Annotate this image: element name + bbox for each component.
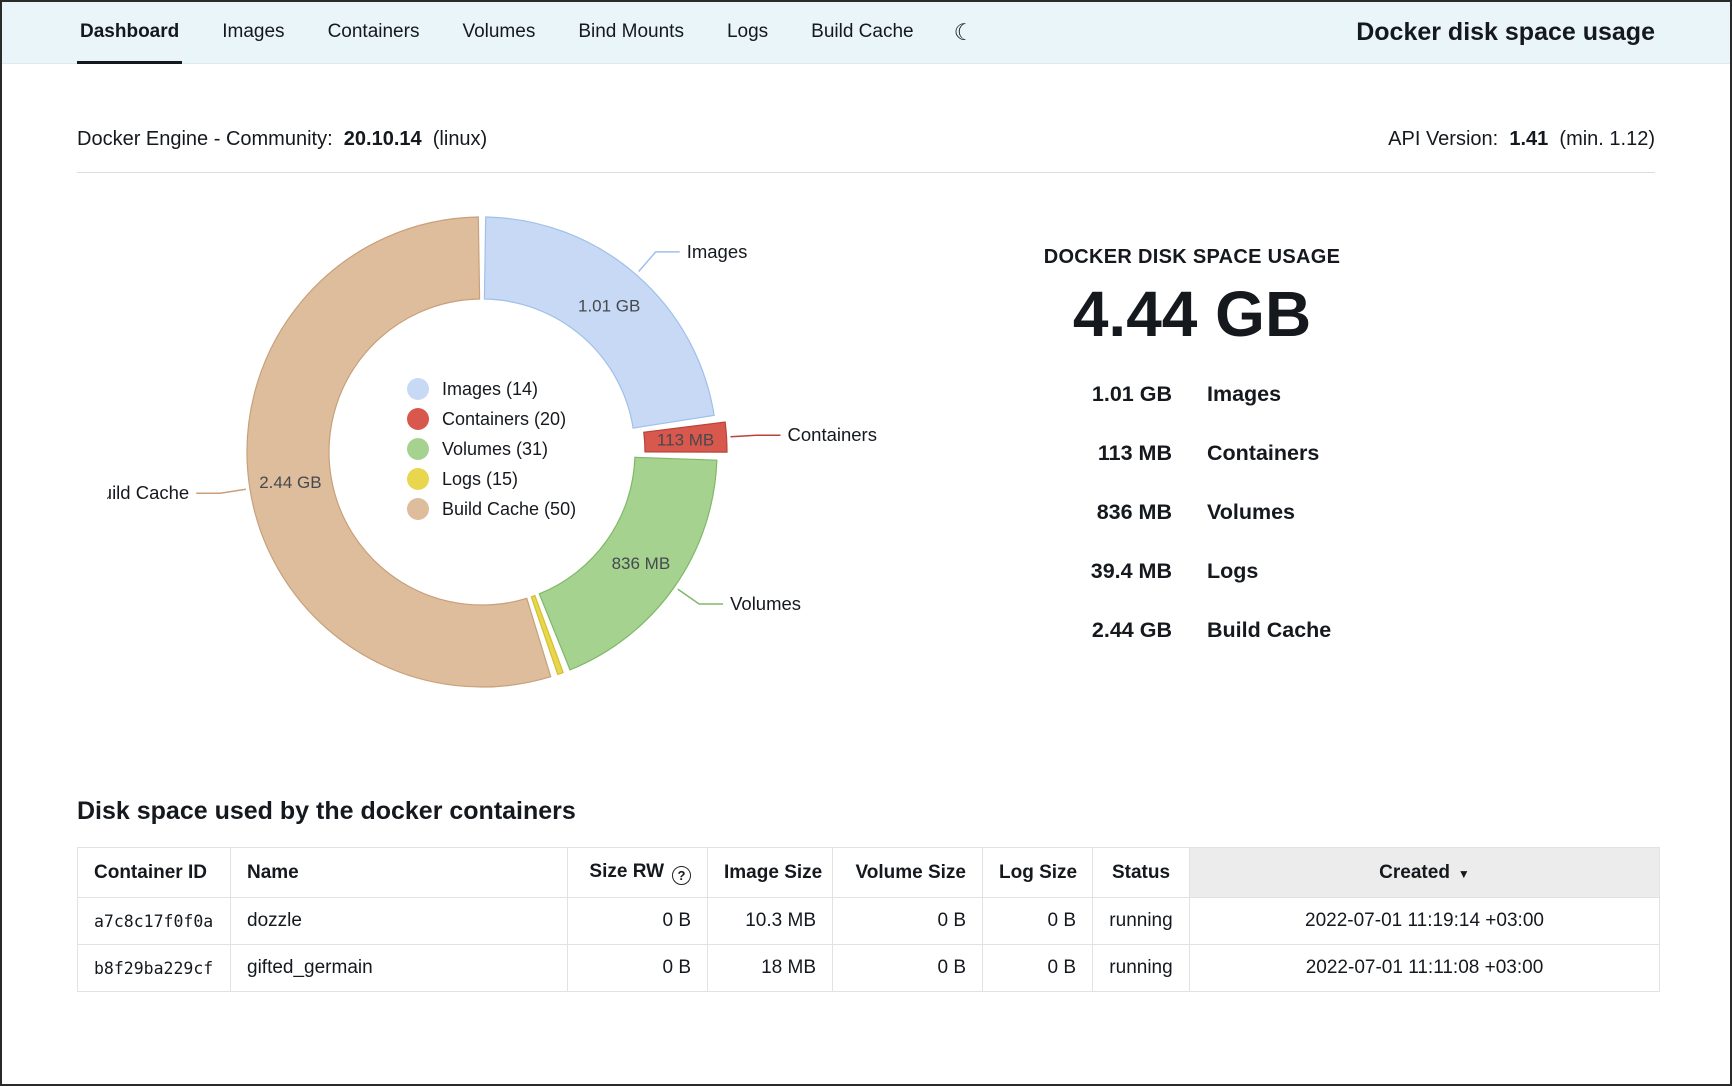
app-title: Docker disk space usage <box>1356 2 1655 63</box>
summary-size: 113 MB <box>962 441 1172 466</box>
engine-version-text: Docker Engine - Community: 20.10.14 (lin… <box>77 128 487 151</box>
callout-label-images: Images <box>687 241 748 262</box>
tab-containers[interactable]: Containers <box>325 2 423 64</box>
cell-status: running <box>1093 898 1190 945</box>
legend-item-volumes[interactable]: Volumes (31) <box>407 438 576 460</box>
cell-image_size: 18 MB <box>708 945 833 992</box>
callout-line-containers <box>731 435 781 437</box>
callout-label-containers: Containers <box>788 424 877 445</box>
legend-dot-volumes <box>407 438 429 460</box>
segment-size-label-images: 1.01 GB <box>578 297 640 316</box>
summary-label: Containers <box>1207 441 1319 466</box>
cell-volume_size: 0 B <box>833 945 983 992</box>
api-version-value: 1.41 <box>1509 128 1548 150</box>
dark-mode-moon-icon[interactable]: ☾ <box>954 19 975 46</box>
legend-item-build-cache[interactable]: Build Cache (50) <box>407 498 576 520</box>
cell-name: dozzle <box>231 898 568 945</box>
tab-build-cache[interactable]: Build Cache <box>808 2 916 64</box>
summary-size: 2.44 GB <box>962 618 1172 643</box>
cell-volume_size: 0 B <box>833 898 983 945</box>
summary-label: Volumes <box>1207 500 1295 525</box>
tab-dashboard[interactable]: Dashboard <box>77 2 182 64</box>
legend-text: Build Cache (50) <box>442 499 576 520</box>
column-header-name[interactable]: Name <box>231 848 568 898</box>
containers-table: Container IDNameSize RW?Image SizeVolume… <box>77 847 1660 992</box>
cell-log_size: 0 B <box>983 898 1093 945</box>
tab-logs[interactable]: Logs <box>724 2 771 64</box>
summary-size: 1.01 GB <box>962 382 1172 407</box>
legend-item-containers[interactable]: Containers (20) <box>407 408 576 430</box>
table-header-row: Container IDNameSize RW?Image SizeVolume… <box>78 848 1660 898</box>
tab-images[interactable]: Images <box>219 2 287 64</box>
callout-label-build-cache: Build Cache <box>107 482 189 503</box>
column-header-log-size[interactable]: Log Size <box>983 848 1093 898</box>
api-version-text: API Version: 1.41 (min. 1.12) <box>1388 128 1655 151</box>
summary-rows: 1.01 GB Images 113 MB Containers 836 MB Volum… <box>962 365 1422 660</box>
cell-log_size: 0 B <box>983 945 1093 992</box>
table-section-title: Disk space used by the docker containers <box>77 797 576 826</box>
usage-summary-panel: DOCKER DISK SPACE USAGE 4.44 GB 1.01 GB I… <box>962 246 1422 660</box>
legend-item-logs[interactable]: Logs (15) <box>407 468 576 490</box>
summary-size: 39.4 MB <box>962 559 1172 584</box>
sort-desc-icon[interactable]: ▼ <box>1458 867 1470 881</box>
cell-created: 2022-07-01 11:11:08 +03:00 <box>1190 945 1660 992</box>
column-header-status[interactable]: Status <box>1093 848 1190 898</box>
column-header-created[interactable]: Created▼ <box>1190 848 1660 898</box>
column-header-size-rw[interactable]: Size RW? <box>568 848 708 898</box>
summary-row-logs: 39.4 MB Logs <box>962 542 1422 601</box>
cell-size_rw: 0 B <box>568 945 708 992</box>
segment-size-label-volumes: 836 MB <box>612 554 671 573</box>
summary-size: 836 MB <box>962 500 1172 525</box>
callout-line-images <box>639 252 680 272</box>
segment-size-label-build-cache: 2.44 GB <box>259 473 321 492</box>
cell-status: running <box>1093 945 1190 992</box>
summary-row-build-cache: 2.44 GB Build Cache <box>962 601 1422 660</box>
cell-created: 2022-07-01 11:19:14 +03:00 <box>1190 898 1660 945</box>
legend-dot-logs <box>407 468 429 490</box>
column-header-volume-size[interactable]: Volume Size <box>833 848 983 898</box>
legend-text: Images (14) <box>442 379 538 400</box>
legend-text: Volumes (31) <box>442 439 548 460</box>
legend-item-images[interactable]: Images (14) <box>407 378 576 400</box>
table-row: a7c8c17f0f0adozzle0 B10.3 MB0 B0 Brunnin… <box>78 898 1660 945</box>
summary-label: Logs <box>1207 559 1258 584</box>
callout-label-volumes: Volumes <box>730 593 801 614</box>
legend-dot-images <box>407 378 429 400</box>
column-header-image-size[interactable]: Image Size <box>708 848 833 898</box>
engine-info-row: Docker Engine - Community: 20.10.14 (lin… <box>77 128 1655 151</box>
legend-text: Containers (20) <box>442 409 566 430</box>
summary-row-images: 1.01 GB Images <box>962 365 1422 424</box>
segment-size-label-containers: 113 MB <box>657 431 714 450</box>
summary-row-volumes: 836 MB Volumes <box>962 483 1422 542</box>
legend-dot-build-cache <box>407 498 429 520</box>
callout-line-build-cache <box>196 489 246 493</box>
table-body: a7c8c17f0f0adozzle0 B10.3 MB0 B0 Brunnin… <box>78 898 1660 992</box>
legend-dot-containers <box>407 408 429 430</box>
legend-text: Logs (15) <box>442 469 518 490</box>
containers-table-wrap: Container IDNameSize RW?Image SizeVolume… <box>77 847 1660 992</box>
summary-label: Build Cache <box>1207 618 1331 643</box>
cell-id: b8f29ba229cf <box>78 945 231 992</box>
summary-total: 4.44 GB <box>962 277 1422 351</box>
help-icon[interactable]: ? <box>672 866 691 885</box>
nav-tabs: Dashboard Images Containers Volumes Bind Mou… <box>77 2 954 63</box>
navbar: Dashboard Images Containers Volumes Bind Mou… <box>2 2 1730 64</box>
cell-image_size: 10.3 MB <box>708 898 833 945</box>
engine-version-value: 20.10.14 <box>344 128 422 150</box>
summary-row-containers: 113 MB Containers <box>962 424 1422 483</box>
column-header-container-id[interactable]: Container ID <box>78 848 231 898</box>
callout-line-volumes <box>678 589 723 604</box>
divider <box>77 172 1655 173</box>
summary-title: DOCKER DISK SPACE USAGE <box>962 246 1422 269</box>
table-row: b8f29ba229cfgifted_germain0 B18 MB0 B0 B… <box>78 945 1660 992</box>
cell-name: gifted_germain <box>231 945 568 992</box>
summary-label: Images <box>1207 382 1281 407</box>
app-window: Dashboard Images Containers Volumes Bind Mou… <box>0 0 1732 1086</box>
tab-bind-mounts[interactable]: Bind Mounts <box>575 2 687 64</box>
chart-legend: Images (14) Containers (20) Volumes (31) Lo… <box>407 378 576 520</box>
tab-volumes[interactable]: Volumes <box>459 2 538 64</box>
cell-size_rw: 0 B <box>568 898 708 945</box>
cell-id: a7c8c17f0f0a <box>78 898 231 945</box>
